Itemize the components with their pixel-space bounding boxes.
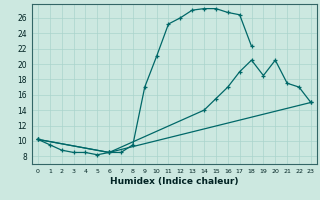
X-axis label: Humidex (Indice chaleur): Humidex (Indice chaleur) <box>110 177 239 186</box>
